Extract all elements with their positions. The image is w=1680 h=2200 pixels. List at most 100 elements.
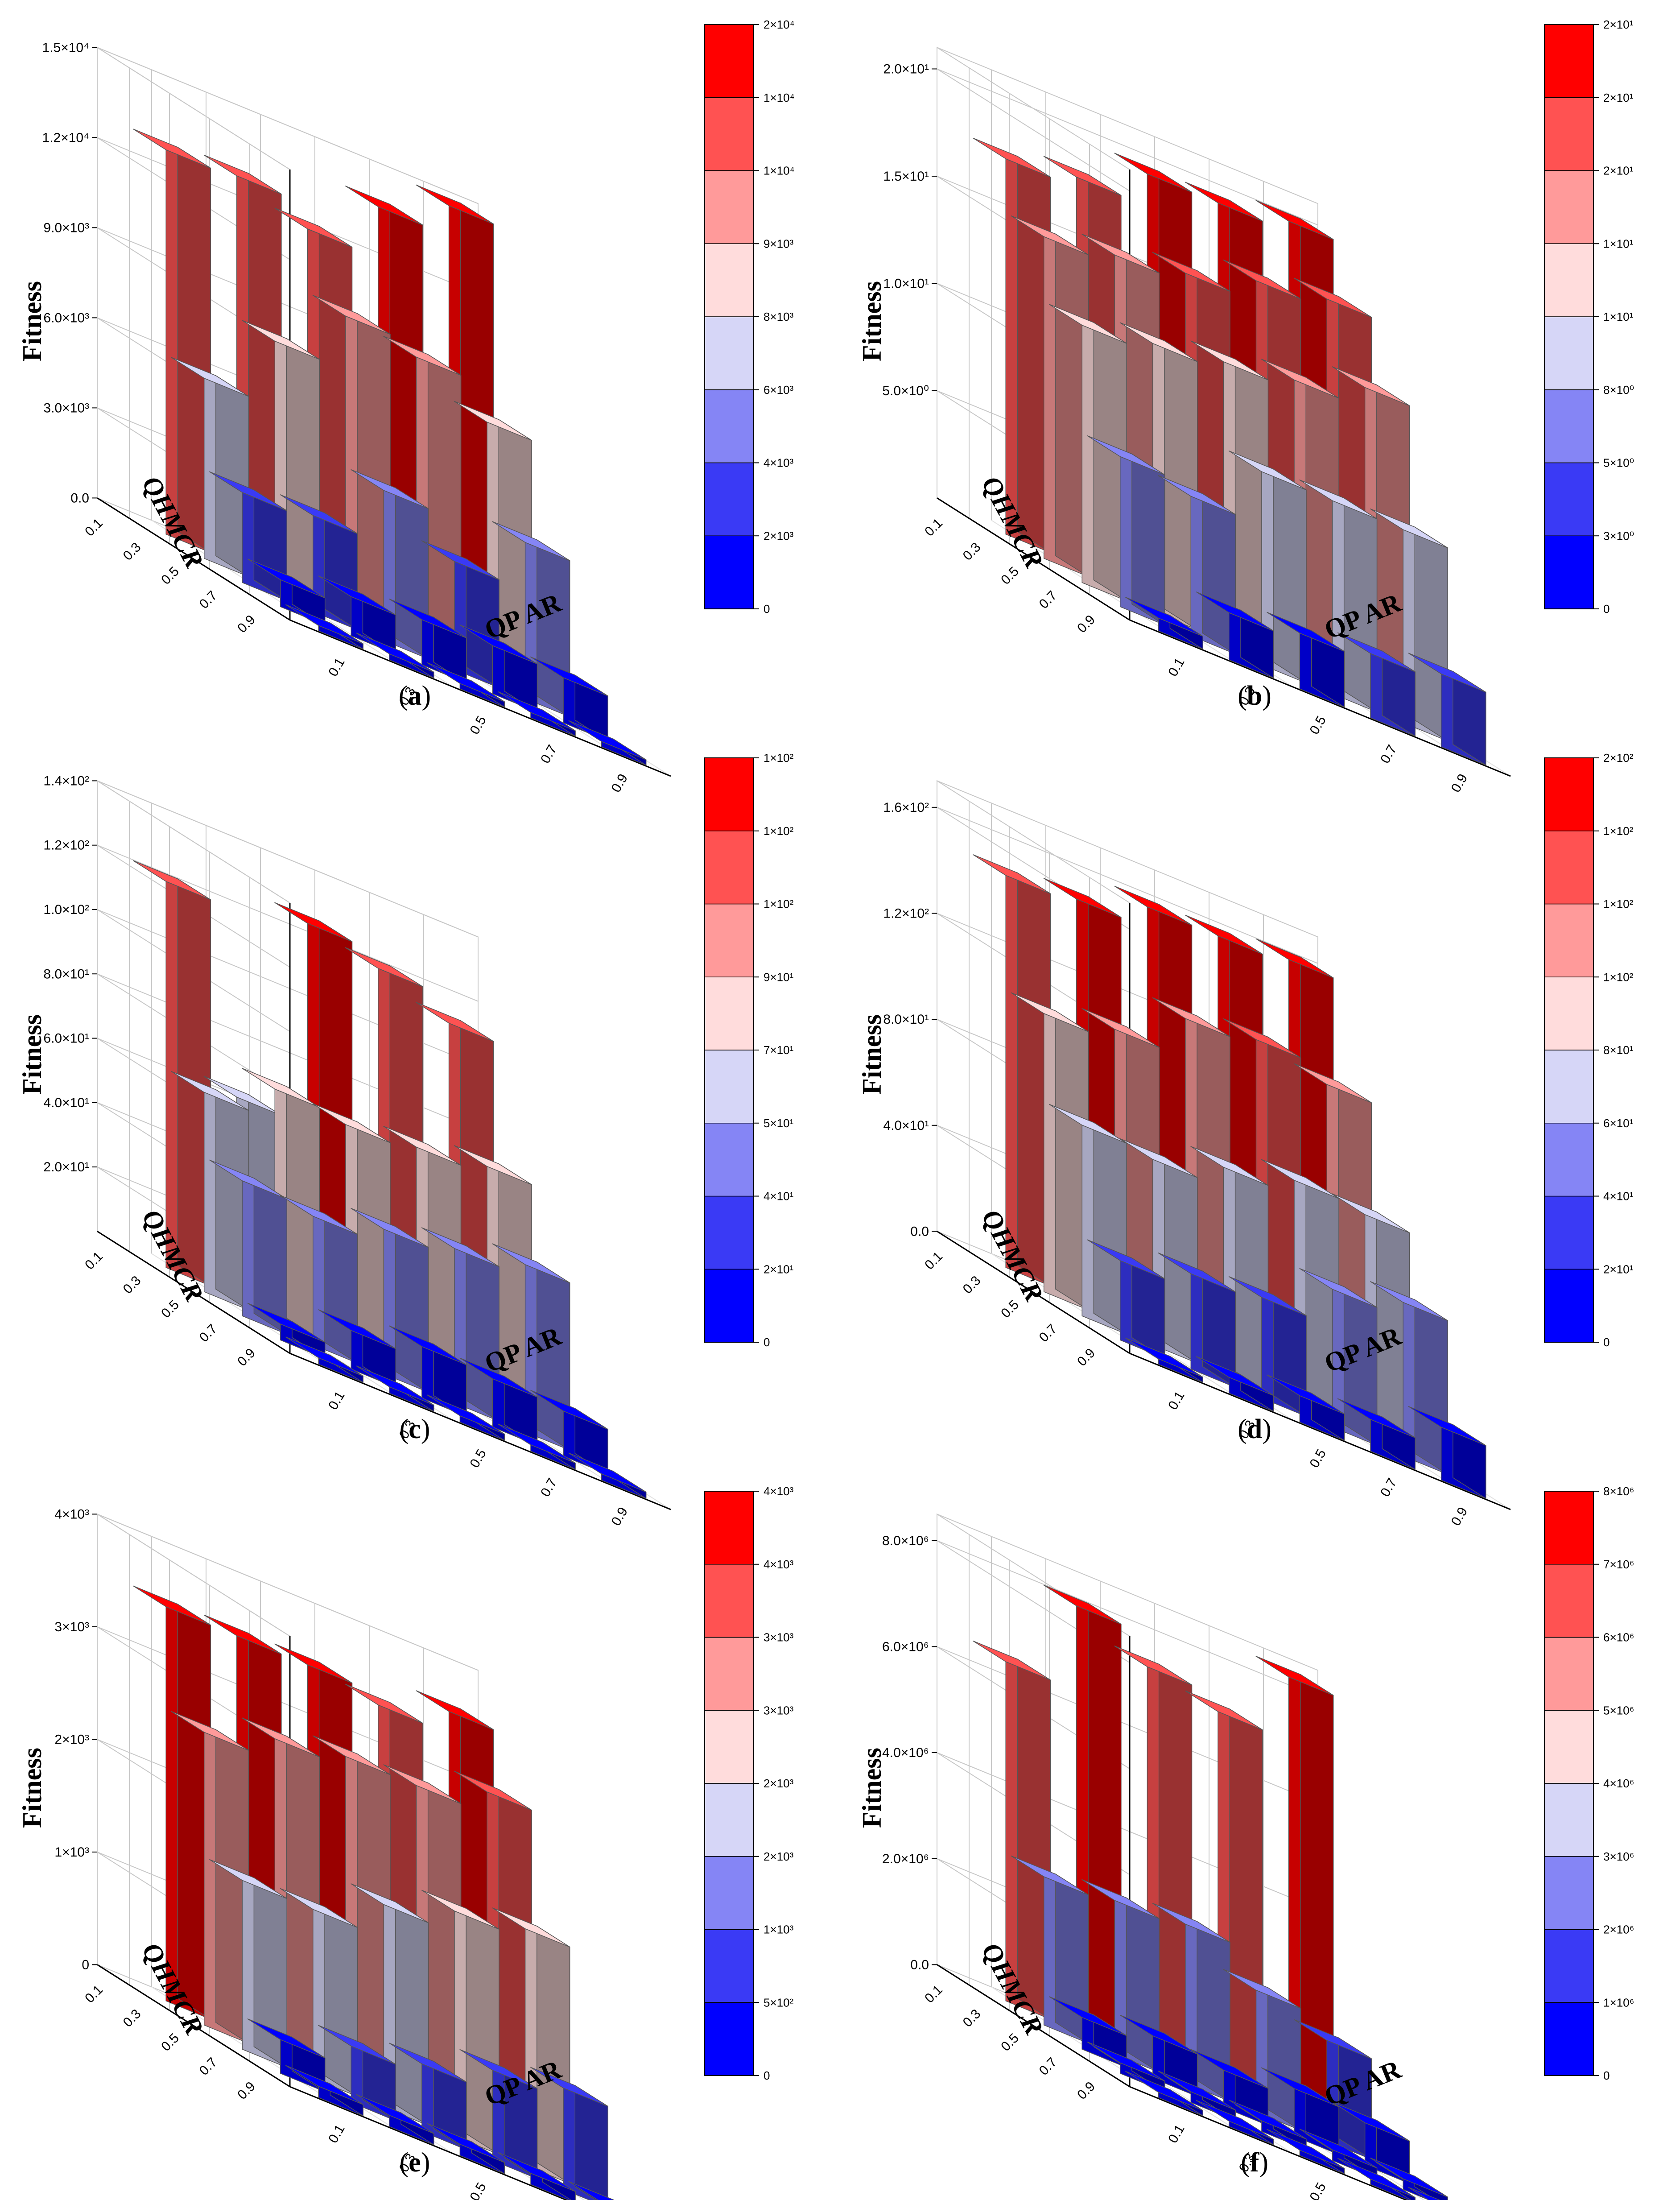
- y-tick-label: 0.9: [1074, 1346, 1098, 1369]
- bar-top-face: [454, 1770, 532, 1811]
- bar-top-face: [1048, 1104, 1127, 1144]
- bar-top-face: [1190, 340, 1268, 380]
- x-tick-label: 0.1: [1165, 2122, 1187, 2146]
- bar-top-face: [1267, 2129, 1345, 2169]
- bar-0.7-0.3: [318, 575, 396, 655]
- y-tick-label: 0.7: [1036, 588, 1060, 612]
- bar-0.9-0.5: [1267, 612, 1345, 708]
- bar-top-face: [1337, 2158, 1416, 2198]
- x-axis: [1129, 619, 1511, 777]
- colorbar-tick-label: 1×10³: [764, 1923, 794, 1936]
- z-axis-title: Fitness: [17, 1748, 47, 1828]
- bar-0.7-0.3: [318, 1309, 396, 1388]
- bar-0.9-0.7: [1337, 632, 1416, 737]
- bar-0.9-0.7: [1337, 1398, 1416, 1470]
- colorbar-tick-label: 2×10⁴: [764, 18, 795, 31]
- x-tick-label: 0.5: [1307, 1447, 1329, 1470]
- panel-caption: (b): [1238, 681, 1271, 711]
- x-axis: [1129, 2086, 1408, 2200]
- colorbar-segment: [1544, 1783, 1594, 1857]
- bar-0.9-0.3: [1196, 1356, 1274, 1412]
- bar-top-face: [1158, 1252, 1236, 1292]
- colorbar-tick-label: 8×10⁶: [1603, 1485, 1634, 1498]
- colorbar-segment: [704, 1564, 754, 1638]
- y-tick-label: 0.9: [1074, 612, 1098, 636]
- bar-top-face: [388, 1325, 467, 1365]
- y-tick-label: 0.3: [960, 2006, 984, 2030]
- colorbar-segment: [704, 903, 754, 977]
- bar-group: [132, 860, 647, 1499]
- colorbar-tick-label: 9×10¹: [764, 970, 794, 984]
- y-tick-label: 0.1: [82, 1982, 106, 2006]
- bar-top-face: [530, 2067, 608, 2107]
- colorbar-tick-label: 2×10¹: [1603, 18, 1634, 31]
- bar-0.7-0.5: [388, 598, 467, 684]
- bar-0.9-0.1: [1125, 597, 1203, 650]
- z-tick-label: 3×10³: [54, 1620, 89, 1634]
- x-tick-label: 0.7: [1378, 742, 1399, 766]
- bar-0.9-0.9: [1408, 653, 1486, 766]
- x-tick-label: 0.1: [1165, 655, 1187, 679]
- bar-0.5-0.5: [351, 1883, 429, 2126]
- bar-top-face: [1081, 233, 1160, 274]
- bar-top-face: [1299, 479, 1377, 519]
- bar-top-face: [1125, 597, 1203, 637]
- bar-0.7-0.7: [459, 2049, 538, 2179]
- bar-0.5-0.5: [1190, 1146, 1269, 1393]
- colorbar-tick-label: 0: [1603, 2069, 1610, 2082]
- colorbar-tick-label: 1×10¹: [1603, 237, 1634, 250]
- bar-0.7-0.9: [530, 656, 608, 742]
- colorbar-tick-label: 4×10¹: [764, 1190, 794, 1203]
- bar-top-face: [285, 2065, 363, 2105]
- bar-top-face: [280, 494, 358, 534]
- y-tick-label: 0.9: [235, 2079, 258, 2103]
- bar-0.9-0.1: [285, 1336, 363, 1383]
- y-tick-label: 0.9: [235, 1346, 258, 1369]
- bar-top-face: [1158, 475, 1236, 515]
- bar-top-face: [1152, 1902, 1230, 1943]
- y-axis: [937, 497, 1130, 621]
- bar-top-face: [242, 320, 320, 360]
- x-tick-label: 0.1: [1165, 1389, 1187, 1412]
- bar-top-face: [1185, 1690, 1263, 1730]
- bar-0.1-0.3: [1043, 1584, 1122, 2049]
- colorbar-segment: [704, 1050, 754, 1124]
- bar-0.3-0.1: [171, 1711, 249, 2044]
- bar-0.9-0.5: [1267, 1374, 1345, 1441]
- chart-panel-e: 0 1×10³ 2×10³ 3×10³ 4×10³ 0.1 0.3 0.5 0.7 0.9 0.1 0…: [17, 1485, 794, 2200]
- bar-0.7-0.9: [530, 2067, 608, 2200]
- bar-top-face: [1043, 1584, 1122, 1625]
- bar-top-face: [171, 1071, 249, 1111]
- colorbar-segment: [1544, 976, 1594, 1050]
- bar-top-face: [345, 947, 423, 987]
- bar-top-face: [1261, 1159, 1339, 1199]
- bar-0.9-0.5: [427, 662, 505, 708]
- bar-top-face: [492, 1243, 570, 1283]
- bar-top-face: [383, 1764, 461, 1804]
- x-tick-label: 0.5: [467, 713, 489, 737]
- colorbar: 0 2×10¹ 4×10¹ 6×10¹ 8×10¹ 1×10² 1×10² 1×10² 2×10…: [1544, 751, 1634, 1349]
- bar-0.1-0.1: [972, 854, 1051, 1287]
- chart-panel-d: 0.0 4.0×10¹ 8.0×10¹ 1.2×10² 1.6×10² 0.1 0.3 0.5…: [857, 751, 1634, 1528]
- z-tick-label: 1.2×10²: [883, 906, 929, 921]
- z-axis-title: Fitness: [17, 281, 47, 361]
- colorbar-tick-label: 0: [764, 1336, 770, 1349]
- bar-0.9-0.1: [1125, 1337, 1203, 1383]
- colorbar-segment: [1544, 243, 1594, 317]
- bar-0.9-0.3: [356, 1365, 434, 1412]
- colorbar-segment: [1544, 831, 1594, 905]
- bar-top-face: [416, 184, 494, 224]
- colorbar-tick-label: 8×10³: [764, 310, 794, 323]
- x-tick-label: 0.1: [326, 1389, 347, 1412]
- bar-top-face: [1332, 1193, 1410, 1233]
- bar-0.7-0.1: [1087, 435, 1165, 626]
- x-tick-label: 0.5: [467, 1447, 489, 1470]
- chart-panel-a: 0.0 3.0×10³ 6.0×10³ 9.0×10³ 1.2×10⁴ 1.5×10⁴ 0.…: [17, 18, 795, 795]
- bar-top-face: [972, 854, 1051, 894]
- bar-top-face: [1255, 200, 1334, 240]
- bar-top-face: [1267, 612, 1345, 652]
- bar-top-face: [1119, 1138, 1198, 1178]
- colorbar-tick-label: 5×10⁶: [1603, 1704, 1634, 1717]
- bar-top-face: [203, 1076, 282, 1116]
- colorbar-tick-label: 5×10²: [764, 1996, 794, 2009]
